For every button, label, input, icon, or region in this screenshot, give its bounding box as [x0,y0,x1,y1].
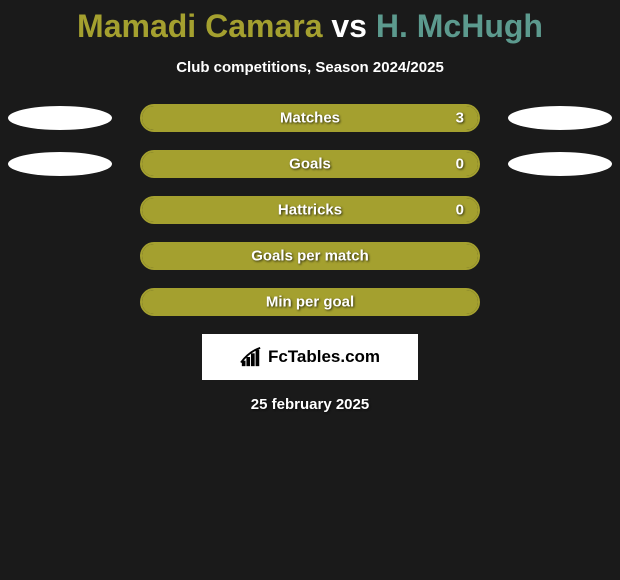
stat-row: Goals per match [0,242,620,270]
stat-row: Matches 3 [0,104,620,132]
stat-bar: Hattricks 0 [140,196,480,224]
stat-label: Min per goal [266,294,354,311]
comparison-chart: Matches 3 Goals 0 Hattricks 0 Goals per match M… [0,104,620,316]
stat-label: Goals per match [251,248,369,265]
fctables-logo[interactable]: FcTables.com [202,334,418,380]
ellipse-right [508,106,612,130]
stat-bar: Goals 0 [140,150,480,178]
stat-row: Min per goal [0,288,620,316]
ellipse-left [8,152,112,176]
logo-text: FcTables.com [268,347,380,367]
subtitle: Club competitions, Season 2024/2025 [176,59,444,76]
page-title: Mamadi Camara vs H. McHugh [77,8,543,45]
stat-value-right: 0 [456,202,464,219]
vs-text: vs [322,8,375,44]
stat-row: Hattricks 0 [0,196,620,224]
stat-label: Matches [280,110,340,127]
stat-bar: Min per goal [140,288,480,316]
stat-bar: Goals per match [140,242,480,270]
bar-chart-icon [240,346,262,368]
stat-row: Goals 0 [0,150,620,178]
stat-value-right: 3 [456,110,464,127]
player2-name: H. McHugh [376,8,543,44]
stat-label: Hattricks [278,202,342,219]
stat-label: Goals [289,156,331,173]
stat-bar: Matches 3 [140,104,480,132]
ellipse-right [508,152,612,176]
player1-name: Mamadi Camara [77,8,322,44]
stat-value-right: 0 [456,156,464,173]
date-label: 25 february 2025 [251,396,369,413]
ellipse-left [8,106,112,130]
